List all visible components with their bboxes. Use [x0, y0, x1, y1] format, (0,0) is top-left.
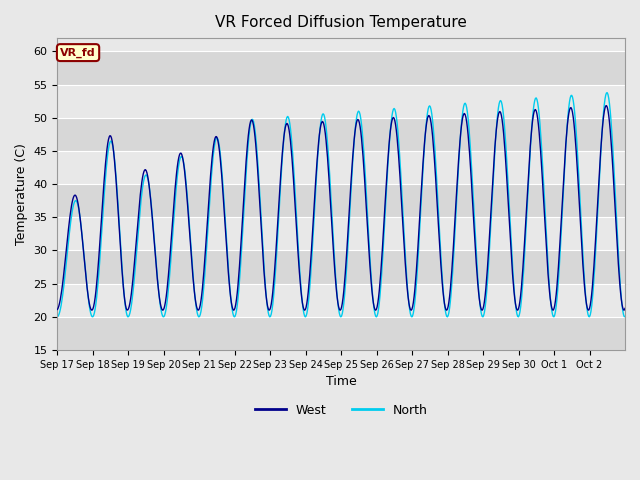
Line: West: West — [58, 106, 625, 310]
West — [120, 291, 128, 297]
West — [433, 186, 440, 192]
Bar — [58, 184, 625, 217]
West — [54, 307, 61, 312]
West — [274, 216, 282, 222]
X-axis label: Time: Time — [326, 375, 356, 388]
Bar — [58, 51, 625, 84]
West — [372, 307, 380, 313]
Title: VR Forced Diffusion Temperature: VR Forced Diffusion Temperature — [215, 15, 467, 30]
North — [225, 265, 232, 271]
Bar — [58, 317, 625, 350]
North — [274, 229, 282, 235]
North — [120, 290, 128, 296]
North — [253, 142, 260, 148]
North — [54, 314, 61, 320]
North — [604, 90, 611, 96]
North — [433, 169, 440, 175]
West — [621, 306, 629, 312]
Bar — [58, 251, 625, 284]
Bar — [58, 118, 625, 151]
Line: North: North — [58, 93, 625, 317]
West — [253, 150, 260, 156]
Y-axis label: Temperature (C): Temperature (C) — [15, 143, 28, 245]
North — [401, 238, 408, 243]
North — [621, 314, 629, 320]
Legend: West, North: West, North — [250, 399, 433, 422]
West — [401, 248, 408, 254]
West — [225, 270, 232, 276]
Text: VR_fd: VR_fd — [60, 48, 96, 58]
West — [603, 103, 611, 108]
North — [337, 314, 345, 320]
